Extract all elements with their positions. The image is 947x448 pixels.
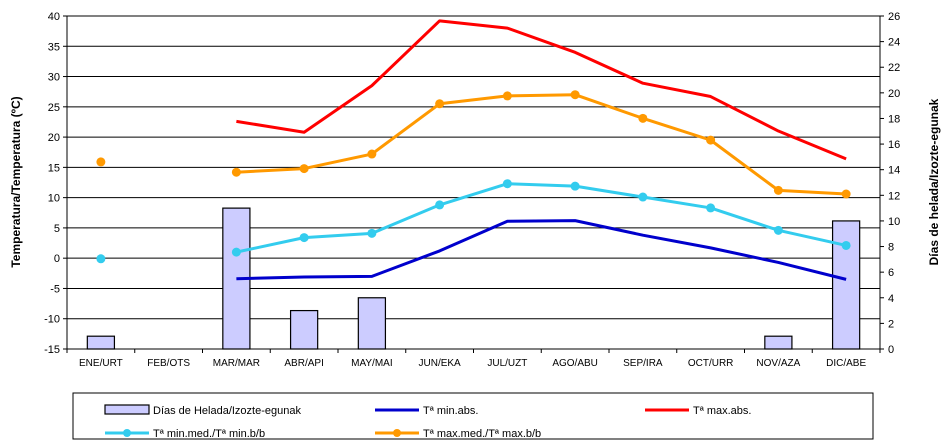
left-tick-label: 30	[48, 72, 60, 84]
legend-marker-t-min-med-t-min-b-b	[123, 429, 131, 437]
legend: Días de Helada/Izozte-egunak Tª min.abs. T…	[72, 392, 874, 440]
right-tick-label: 12	[888, 190, 900, 202]
x-category-label: FEB/OTS	[147, 358, 190, 369]
left-tick-label: -15	[44, 344, 60, 356]
x-category-label: ENE/URT	[79, 358, 123, 369]
right-tick-label: 0	[888, 344, 894, 356]
data-point-t-min-med-t-min-b-b	[638, 192, 648, 202]
right-tick-label: 20	[888, 88, 900, 100]
data-point-t-max-med-t-max-b-b	[96, 157, 106, 167]
x-category-label: JUN/EKA	[419, 358, 462, 369]
data-point-t-max-med-t-max-b-b	[367, 149, 377, 159]
legend-label-t-min-med-t-min-b-b: Tª min.med./Tª min.b/b	[153, 428, 265, 440]
x-category-label: SEP/IRA	[623, 358, 663, 369]
left-tick-label: 40	[48, 11, 60, 23]
y-axis-title-left: Temperatura/Temperatura (ºC)	[9, 96, 23, 267]
x-category-label: DIC/ABE	[826, 358, 866, 369]
legend-label-t-min-abs: Tª min.abs.	[423, 405, 478, 417]
right-tick-label: 10	[888, 216, 900, 228]
right-tick-label: 16	[888, 139, 900, 151]
left-axis: 40 35 30 25 20 15 10 5 0 -5 -10 -15	[44, 11, 67, 356]
data-point-t-max-med-t-max-b-b	[502, 91, 512, 101]
legend-marker-t-max-med-t-max-b-b	[393, 429, 401, 437]
series-line-t-min-med-t-min-b-b	[236, 182, 847, 254]
frost-days-bar	[831, 220, 861, 350]
x-category-label: JUL/UZT	[487, 358, 527, 369]
data-point-t-max-med-t-max-b-b	[435, 99, 445, 109]
grid-lines	[67, 15, 880, 350]
data-point-t-max-med-t-max-b-b	[299, 164, 309, 174]
right-tick-label: 2	[888, 318, 894, 330]
right-tick-label: 22	[888, 62, 900, 74]
series-line-t-max-med-t-max-b-b	[236, 93, 847, 196]
x-category-label: OCT/URR	[688, 358, 734, 369]
right-tick-label: 18	[888, 113, 900, 125]
left-tick-label: 35	[48, 41, 60, 53]
frost-days-bar	[764, 335, 793, 350]
frost-days-bar	[357, 297, 387, 350]
left-tick-label: 10	[48, 193, 60, 205]
data-point-t-min-med-t-min-b-b	[502, 179, 512, 189]
data-point-t-max-med-t-max-b-b	[638, 113, 648, 123]
data-point-t-min-med-t-min-b-b	[773, 225, 783, 235]
data-point-t-min-med-t-min-b-b	[706, 203, 716, 213]
data-point-t-max-med-t-max-b-b	[570, 90, 580, 100]
data-point-t-min-med-t-min-b-b	[231, 247, 241, 257]
frost-days-bar	[289, 309, 319, 350]
frost-days-bar	[86, 335, 116, 350]
left-tick-label: -5	[50, 283, 60, 295]
x-category-label: MAY/MAI	[351, 358, 392, 369]
legend-swatch-d-as-de-helada-izozte-egunak	[104, 404, 150, 415]
data-point-t-min-med-t-min-b-b	[96, 254, 106, 264]
right-tick-label: 24	[888, 37, 900, 49]
temperature-lines	[96, 19, 851, 281]
right-tick-label: 14	[888, 165, 900, 177]
legend-label-t-max-med-t-max-b-b: Tª max.med./Tª max.b/b	[423, 428, 541, 440]
left-tick-label: 20	[48, 132, 60, 144]
x-category-label: AGO/ABU	[552, 358, 598, 369]
data-point-t-min-med-t-min-b-b	[841, 240, 851, 250]
left-tick-label: 25	[48, 102, 60, 114]
x-category-label: ABR/API	[284, 358, 323, 369]
x-axis: ENE/URT FEB/OTS MAR/MAR ABR/API MAY/MAI JUN/E…	[66, 349, 881, 369]
data-point-t-max-med-t-max-b-b	[773, 185, 783, 195]
right-tick-label: 6	[888, 267, 894, 279]
data-point-t-max-med-t-max-b-b	[231, 167, 241, 177]
series-line-t-max-abs	[236, 19, 847, 161]
right-tick-label: 4	[888, 293, 894, 305]
left-tick-label: 15	[48, 162, 60, 174]
right-tick-label: 26	[888, 11, 900, 23]
legend-label-t-max-abs: Tª max.abs.	[693, 405, 751, 417]
data-point-t-min-med-t-min-b-b	[367, 228, 377, 238]
plot-frame	[66, 15, 881, 350]
legend-box	[72, 392, 874, 440]
data-point-t-min-med-t-min-b-b	[299, 233, 309, 243]
data-point-t-min-med-t-min-b-b	[435, 200, 445, 210]
right-tick-label: 8	[888, 242, 894, 254]
legend-label-d-as-de-helada-izozte-egunak: Días de Helada/Izozte-egunak	[153, 405, 301, 417]
left-tick-label: 5	[54, 223, 60, 235]
series-line-t-min-abs	[236, 219, 847, 281]
left-tick-label: -10	[44, 314, 60, 326]
data-point-t-max-med-t-max-b-b	[706, 135, 716, 145]
y-axis-title-right: Días de helada/Izozte-egunak	[927, 98, 941, 265]
data-point-t-max-med-t-max-b-b	[841, 189, 851, 199]
frost-days-bars	[86, 207, 861, 350]
x-category-label: NOV/AZA	[756, 358, 800, 369]
data-point-t-min-med-t-min-b-b	[570, 181, 580, 191]
left-tick-label: 0	[54, 253, 60, 265]
x-category-label: MAR/MAR	[213, 358, 260, 369]
